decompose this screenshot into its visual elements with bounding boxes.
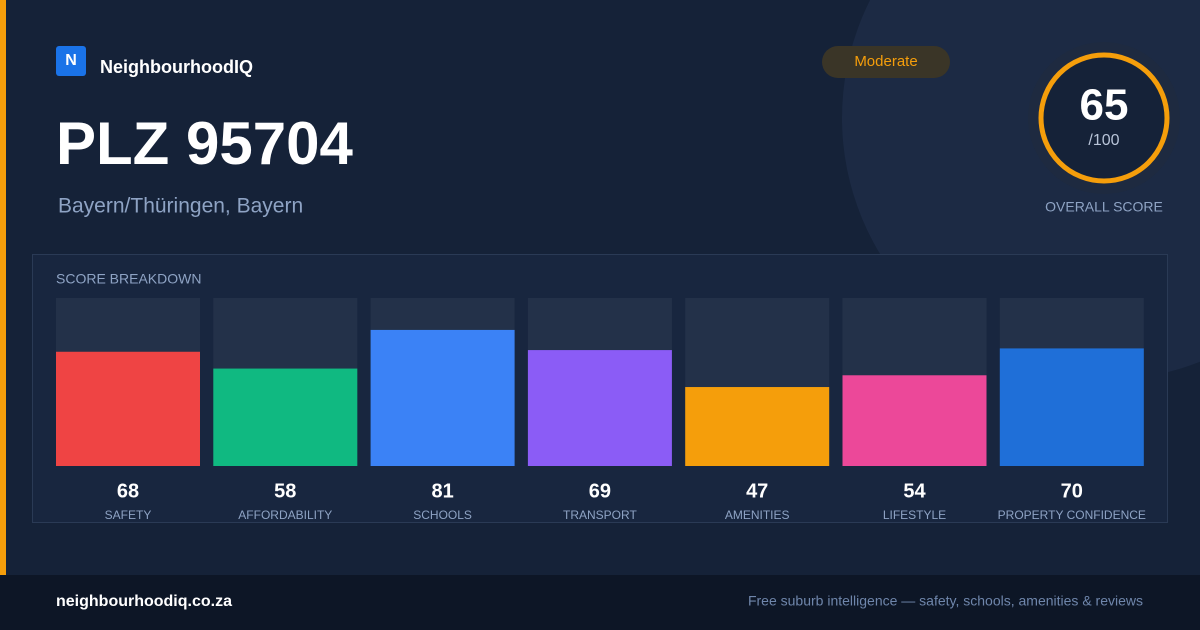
- category-label: SCHOOLS: [413, 508, 472, 522]
- category-label: AFFORDABILITY: [238, 508, 332, 522]
- bar: [527, 350, 672, 466]
- subtitle: Bayern/Thüringen, Bayern: [58, 195, 303, 218]
- bar: [842, 375, 987, 466]
- bar: [999, 348, 1144, 466]
- category-label: AMENITIES: [725, 508, 790, 522]
- score-max: /100: [1088, 132, 1119, 149]
- value-label: 54: [903, 480, 926, 502]
- brand: NeighbourhoodIQ: [100, 57, 253, 77]
- footer-site: neighbourhoodiq.co.za: [56, 593, 232, 610]
- footer-bar: [0, 575, 1200, 630]
- category-label: PROPERTY CONFIDENCE: [998, 508, 1146, 522]
- score-ring: [1038, 52, 1170, 184]
- badge-text: Moderate: [854, 53, 917, 70]
- accent-stripe: [0, 0, 6, 575]
- score-value: 65: [1080, 81, 1129, 130]
- value-label: 69: [589, 480, 611, 502]
- badge: [822, 46, 950, 78]
- bar: [56, 351, 200, 466]
- category-label: LIFESTYLE: [883, 508, 946, 522]
- title: PLZ 95704: [56, 110, 353, 177]
- bars: 68 SAFETY 58 AFFORDABILITY 81 SCHOOLS 69 TRANSP…: [56, 298, 1146, 522]
- value-label: 68: [117, 480, 139, 502]
- score-label: OVERALL SCORE: [1045, 199, 1163, 215]
- category-label: TRANSPORT: [563, 508, 637, 522]
- value-label: 58: [274, 480, 296, 502]
- value-label: 70: [1061, 480, 1083, 502]
- logo-letter: N: [65, 52, 77, 69]
- value-label: 81: [431, 480, 453, 502]
- bar: [213, 368, 358, 466]
- breakdown-title: SCORE BREAKDOWN: [56, 271, 201, 287]
- category-label: SAFETY: [105, 508, 152, 522]
- value-label: 47: [746, 480, 768, 502]
- footer-tagline: Free suburb intelligence — safety, schoo…: [748, 593, 1143, 609]
- logo: [56, 46, 86, 76]
- bar: [685, 387, 830, 466]
- bar: [370, 329, 515, 466]
